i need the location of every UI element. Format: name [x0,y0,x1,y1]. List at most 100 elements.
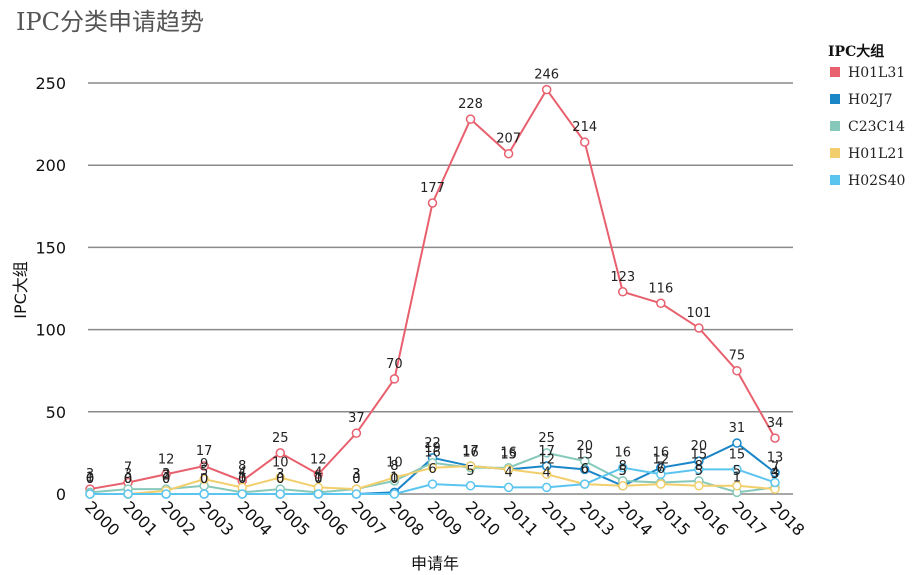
data-label: 0 [314,472,322,487]
data-point [503,482,514,493]
legend-title: IPC大组 [828,43,884,60]
data-labels: 3 712178251237701772282072462141231161017… [86,68,783,487]
data-label: 12 [310,452,327,467]
data-point [123,489,133,499]
data-label: 4 [504,465,512,480]
data-label: 0 [124,472,132,487]
data-label: 8 [619,459,627,474]
data-label: 12 [158,452,175,467]
data-point [389,489,400,499]
x-tick-label: 2005 [271,497,313,539]
x-tick-label: 2016 [690,497,732,539]
data-label: 0 [390,472,398,487]
data-label: 3 [162,467,170,482]
x-tick-label: 2006 [310,497,352,539]
data-label: 8 [390,459,398,474]
legend-item: C23C14 [848,119,905,135]
data-point [313,469,324,480]
x-tick-label: 2011 [500,497,542,539]
data-label: 214 [572,120,597,135]
data-label: 1 [733,470,741,485]
data-label: 31 [729,421,746,436]
data-label: 0 [200,472,208,487]
legend-item: H01L21 [848,146,905,162]
x-axis-label: 申请年 [411,554,459,573]
data-point [161,489,171,499]
data-label: 17 [462,444,479,459]
data-point [770,477,780,488]
data-point [732,365,742,376]
data-label: 70 [386,357,403,372]
data-point [427,462,438,473]
data-label: 25 [538,431,555,446]
data-label: 16 [500,446,517,461]
data-point [427,479,438,489]
data-label: 3 [86,467,94,482]
data-label: 4 [238,465,246,480]
data-label: 1 [238,470,246,485]
data-label: 0 [86,472,94,487]
data-label: 22 [424,436,441,451]
data-label: 0 [352,472,360,487]
legend: IPC大组 H01L31 H02J7 C23C14 H01L21 H02S40 [828,43,905,189]
legend-item: H02S40 [848,173,905,189]
data-label: 0 [352,472,360,487]
data-point [275,489,286,499]
x-tick-label: 2014 [614,497,656,539]
data-label: 2 [162,469,170,484]
series-lines [85,84,780,499]
x-tick-label: 2002 [157,497,199,539]
x-tick-label: 2004 [233,497,275,539]
y-axis-ticks: 0 50 100 150 200 250 [35,74,66,504]
data-label: 12 [538,452,555,467]
y-axis-label: IPC大组 [11,261,30,319]
data-label: 5 [733,464,741,479]
data-label: 16 [424,446,441,461]
y-tick-label: 100 [35,321,66,340]
data-label: 5 [466,464,474,479]
legend-swatch [830,148,840,158]
data-point [541,84,552,95]
data-point [770,467,780,478]
data-point [85,489,95,499]
data-label: 0 [86,472,94,487]
data-point [161,469,171,480]
data-point [389,374,400,384]
x-tick-label: 2017 [728,497,770,539]
data-label: 228 [458,97,483,112]
data-label: 17 [538,444,555,459]
x-tick-label: 2010 [462,497,504,539]
data-label: 6 [581,462,589,477]
legend-item: H01L31 [848,65,905,81]
x-axis-ticks: 2000200120022003200420052006200720082009… [81,497,808,539]
data-label: 10 [272,456,289,471]
data-label: 12 [653,452,670,467]
y-tick-label: 50 [46,403,66,422]
data-label: 15 [500,447,517,462]
data-label: 123 [610,270,635,285]
data-point [694,464,704,475]
data-label: 0 [314,472,322,487]
data-label: 15 [691,447,708,462]
x-tick-label: 2001 [119,497,161,539]
data-label: 16 [462,446,479,461]
data-label: 15 [729,447,746,462]
x-tick-label: 2012 [538,497,580,539]
x-tick-label: 2003 [195,497,237,539]
data-label: 4 [314,465,322,480]
data-point [732,481,742,491]
data-label: 0 [124,472,132,487]
data-point [579,479,590,489]
data-point [351,489,362,499]
data-point [770,433,780,443]
legend-item: H02J7 [848,92,893,108]
data-label: 15 [500,447,517,462]
data-label: 1 [86,470,94,485]
y-tick-label: 150 [35,238,66,257]
data-point [656,298,666,309]
data-label: 7 [124,460,132,475]
data-label: 0 [276,472,284,487]
data-point [541,469,552,480]
data-label: 16 [653,446,670,461]
legend-swatch [830,94,840,104]
